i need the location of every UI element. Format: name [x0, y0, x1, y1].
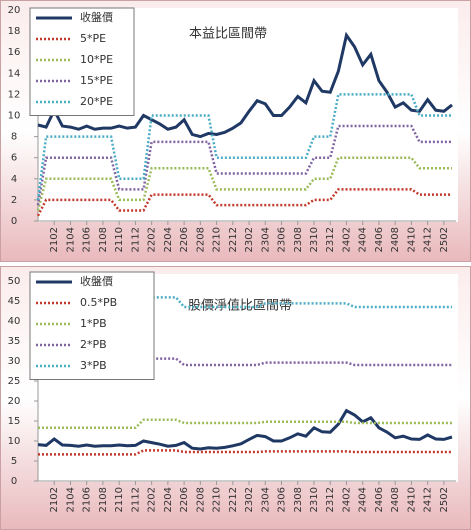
x-tick-label: 2208 — [195, 227, 206, 252]
legend-label: 15*PE — [80, 74, 113, 87]
x-tick-label: 2204 — [163, 227, 174, 252]
x-tick-label: 2108 — [98, 487, 109, 512]
x-tick-label: 2312 — [325, 227, 336, 252]
legend-label: 1*PB — [80, 317, 107, 330]
x-tick-label: 2306 — [277, 227, 288, 252]
legend-label: 3*PB — [80, 359, 107, 372]
x-tick-label: 2210 — [212, 227, 223, 252]
x-tick-label: 2502 — [439, 227, 450, 252]
x-tick-label: 2212 — [228, 227, 239, 252]
y-tick-label: 15 — [8, 416, 21, 427]
x-tick-label: 2104 — [65, 487, 76, 512]
x-tick-label: 2210 — [212, 487, 223, 512]
y-tick-label: 50 — [8, 276, 21, 287]
x-tick-label: 2110 — [114, 227, 125, 252]
x-tick-label: 2102 — [49, 227, 60, 252]
x-tick-label: 2412 — [423, 227, 434, 252]
x-tick-label: 2406 — [374, 227, 385, 252]
x-tick-label: 2306 — [277, 487, 288, 512]
x-tick-label: 2202 — [147, 227, 158, 252]
y-tick-label: 12 — [8, 89, 21, 100]
x-tick-label: 2412 — [423, 487, 434, 512]
legend-label: 20*PE — [80, 95, 113, 108]
y-tick-label: 4 — [11, 174, 17, 185]
chart-title: 股價淨值比區間帶 — [188, 298, 292, 314]
y-tick-label: 25 — [8, 376, 21, 387]
chart-title: 本益比區間帶 — [189, 27, 267, 42]
series-line — [37, 31, 453, 139]
y-tick-label: 16 — [8, 47, 21, 58]
x-tick-label: 2410 — [406, 227, 417, 252]
y-tick-label: 0 — [11, 476, 17, 487]
legend-box — [29, 7, 135, 116]
x-tick-label: 2302 — [244, 227, 255, 252]
y-tick-label: 6 — [11, 153, 17, 164]
x-tick-label: 2106 — [82, 487, 93, 512]
x-tick-label: 2308 — [293, 227, 304, 252]
x-tick-label: 2110 — [114, 487, 125, 512]
x-tick-label: 2106 — [82, 227, 93, 252]
legend-label: 10*PE — [80, 53, 113, 66]
x-tick-label: 2202 — [147, 487, 158, 512]
series-line — [36, 124, 452, 206]
y-tick-label: 10 — [8, 111, 21, 122]
x-tick-label: 2402 — [341, 227, 352, 252]
x-tick-label: 2408 — [390, 227, 401, 252]
x-tick-label: 2206 — [179, 227, 190, 252]
series-line — [38, 418, 452, 430]
x-tick-label: 2502 — [439, 487, 450, 512]
legend-label: 5*PE — [80, 32, 106, 45]
legend-label: 收盤價 — [80, 10, 113, 24]
x-tick-label: 2310 — [309, 227, 320, 252]
legend-label: 收盤價 — [80, 274, 113, 288]
x-tick-label: 2302 — [244, 487, 255, 512]
x-tick-label: 2104 — [65, 227, 76, 252]
x-tick-label: 2112 — [130, 487, 141, 512]
x-tick-label: 2406 — [374, 487, 385, 512]
x-tick-label: 2304 — [260, 487, 271, 512]
y-tick-label: 30 — [8, 356, 21, 367]
x-tick-label: 2108 — [98, 227, 109, 252]
y-tick-label: 20 — [8, 396, 21, 407]
series-line — [36, 188, 452, 217]
x-tick-label: 2404 — [358, 227, 369, 252]
x-tick-label: 2408 — [390, 487, 401, 512]
y-tick-label: 0 — [11, 216, 17, 227]
y-tick-label: 20 — [8, 5, 21, 16]
y-tick-label: 5 — [11, 456, 17, 467]
x-tick-label: 2404 — [358, 487, 369, 512]
x-tick-label: 2402 — [341, 487, 352, 512]
series-line — [37, 408, 453, 451]
x-tick-label: 2308 — [293, 487, 304, 512]
y-tick-label: 45 — [8, 296, 21, 307]
series-line — [38, 449, 452, 456]
x-tick-label: 2312 — [325, 487, 336, 512]
y-tick-label: 40 — [8, 316, 21, 327]
series-line — [36, 93, 452, 201]
y-tick-label: 14 — [8, 68, 21, 79]
x-tick-label: 2212 — [228, 487, 239, 512]
x-tick-label: 2102 — [49, 487, 60, 512]
x-tick-label: 2310 — [309, 487, 320, 512]
x-tick-label: 2304 — [260, 227, 271, 252]
x-tick-label: 2204 — [163, 487, 174, 512]
y-tick-label: 35 — [8, 336, 21, 347]
x-tick-label: 2208 — [195, 487, 206, 512]
legend-label: 2*PB — [80, 338, 107, 351]
x-tick-label: 2410 — [406, 487, 417, 512]
y-tick-label: 2 — [11, 195, 17, 206]
y-tick-label: 8 — [11, 132, 17, 143]
x-tick-label: 2206 — [179, 487, 190, 512]
y-tick-label: 18 — [8, 26, 21, 37]
legend-label: 0.5*PB — [80, 296, 117, 309]
legend-box — [29, 271, 155, 380]
series-line — [36, 156, 452, 211]
y-tick-label: 10 — [8, 436, 21, 447]
x-tick-label: 2112 — [130, 227, 141, 252]
